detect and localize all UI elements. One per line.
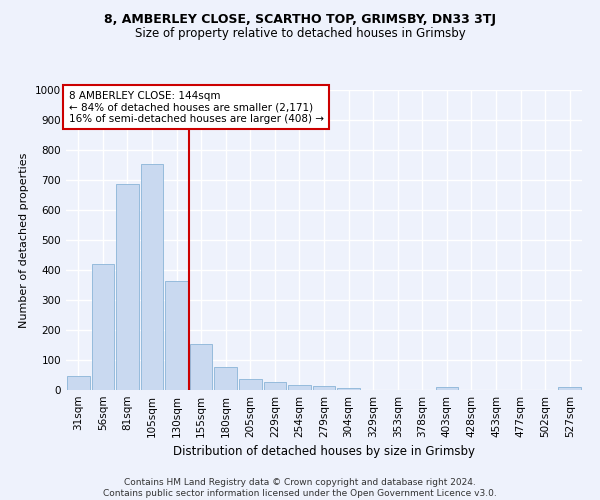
Text: Contains HM Land Registry data © Crown copyright and database right 2024.
Contai: Contains HM Land Registry data © Crown c… — [103, 478, 497, 498]
Bar — [559, 387, 581, 390]
Bar — [263, 382, 286, 390]
Bar — [239, 379, 262, 390]
Y-axis label: Number of detached properties: Number of detached properties — [19, 152, 29, 328]
Text: 8, AMBERLEY CLOSE, SCARTHO TOP, GRIMSBY, DN33 3TJ: 8, AMBERLEY CLOSE, SCARTHO TOP, GRIMSBY,… — [104, 12, 496, 26]
Text: 8 AMBERLEY CLOSE: 144sqm
← 84% of detached houses are smaller (2,171)
16% of sem: 8 AMBERLEY CLOSE: 144sqm ← 84% of detach… — [68, 90, 323, 124]
Bar — [190, 344, 212, 390]
Bar — [67, 376, 89, 390]
Bar — [337, 388, 360, 390]
Bar — [116, 184, 139, 390]
Bar — [288, 384, 311, 390]
Bar — [140, 164, 163, 390]
X-axis label: Distribution of detached houses by size in Grimsby: Distribution of detached houses by size … — [173, 446, 475, 458]
Bar — [165, 282, 188, 390]
Bar — [214, 367, 237, 390]
Text: Size of property relative to detached houses in Grimsby: Size of property relative to detached ho… — [134, 28, 466, 40]
Bar — [313, 386, 335, 390]
Bar — [92, 264, 114, 390]
Bar — [436, 387, 458, 390]
